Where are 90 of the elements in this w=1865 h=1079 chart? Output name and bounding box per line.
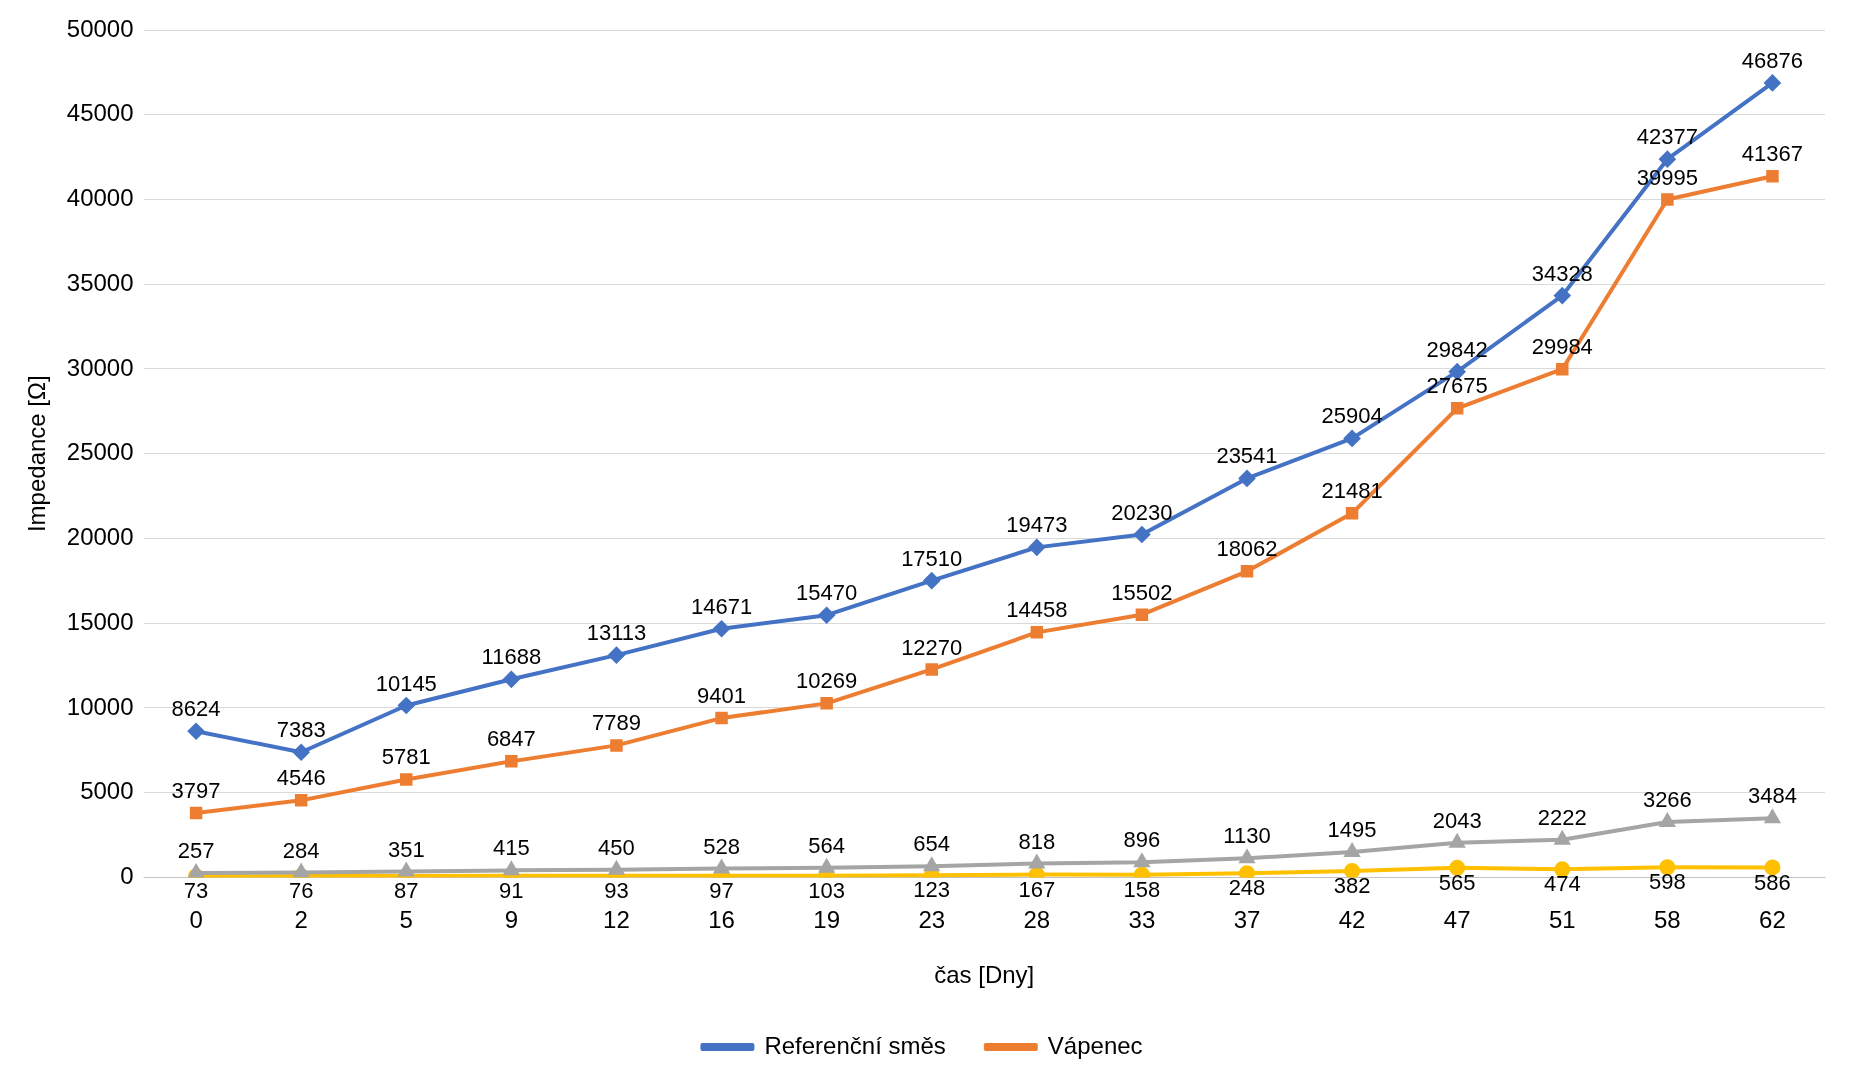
x-tick-label: 23 [918,906,946,934]
data-label: 46876 [1741,48,1804,74]
data-label: 17510 [901,545,963,571]
data-label: 10145 [375,670,437,696]
data-label: 474 [1543,871,1581,897]
y-tick-label: 50000 [66,14,134,42]
data-label: 1495 [1327,817,1377,843]
data-label: 29842 [1426,336,1488,362]
data-label: 565 [1438,869,1476,895]
data-label: 6847 [486,726,536,752]
data-label: 654 [913,831,951,857]
data-label: 13113 [586,620,647,646]
x-tick-label: 37 [1233,906,1261,934]
data-label: 97 [709,877,734,903]
y-tick-label: 5000 [80,777,134,805]
data-label: 11688 [481,644,542,670]
data-label: 257 [177,838,215,864]
data-label: 7383 [276,717,326,743]
data-label: 20230 [1111,499,1173,525]
data-label: 2222 [1537,804,1587,830]
data-label: 73 [183,878,209,904]
x-tick-label: 9 [504,906,519,934]
data-label: 450 [598,834,635,860]
data-label: 586 [1754,869,1791,895]
data-label: 15502 [1111,579,1173,605]
y-tick-label: 45000 [66,99,134,127]
x-tick-label: 5 [399,906,413,934]
data-label: 564 [808,832,845,858]
x-tick-label: 47 [1443,906,1471,934]
data-label: 3266 [1642,787,1692,813]
data-label: 87 [394,877,419,903]
y-tick-label: 15000 [66,607,134,635]
data-label: 818 [1018,828,1056,854]
data-label: 25904 [1321,403,1383,429]
y-tick-label: 0 [120,862,134,890]
y-tick-label: 25000 [66,438,134,466]
data-label: 93 [604,877,629,903]
data-label: 10269 [796,668,858,694]
data-label: 528 [703,833,740,859]
x-tick-label: 19 [813,906,840,934]
data-label: 23541 [1216,443,1278,469]
x-tick-label: 58 [1654,906,1681,934]
x-tick-label: 0 [189,906,203,934]
x-tick-label: 42 [1338,906,1366,934]
data-label: 896 [1123,827,1161,853]
data-label: 18062 [1216,536,1278,562]
data-label: 158 [1123,876,1161,902]
y-tick-label: 30000 [66,353,134,381]
data-label: 41367 [1741,141,1804,167]
data-label: 4546 [276,765,326,791]
data-label: 3484 [1747,783,1797,809]
x-tick-label: 33 [1128,906,1156,934]
x-axis-title: čas [Dny] [934,961,1035,989]
data-label: 7789 [591,710,641,736]
y-tick-label: 20000 [66,523,134,551]
data-label: 5781 [381,744,431,770]
data-label: 1130 [1223,823,1271,849]
data-label: 14458 [1006,597,1068,623]
legend-label: Referenční směs [764,1031,946,1059]
data-label: 598 [1649,869,1686,895]
data-label: 15470 [796,580,858,606]
data-label: 76 [288,878,314,904]
x-tick-label: 16 [708,906,735,934]
y-tick-label: 10000 [66,692,134,720]
x-tick-label: 12 [603,906,630,934]
data-label: 167 [1018,876,1056,902]
y-tick-label: 40000 [66,184,134,212]
x-tick-label: 51 [1548,906,1576,934]
data-label: 351 [387,836,425,862]
data-label: 8624 [171,696,221,722]
data-label: 9401 [697,683,747,709]
data-label: 103 [808,877,845,903]
data-label: 3797 [171,778,221,804]
data-label: 12270 [901,634,963,660]
data-label: 123 [913,877,951,903]
data-label: 2043 [1432,807,1482,833]
x-tick-label: 28 [1023,906,1051,934]
x-tick-label: 62 [1759,906,1786,934]
y-axis-title: Impedance [Ω] [23,375,51,533]
data-label: 42377 [1636,124,1698,150]
data-label: 19473 [1006,512,1068,538]
data-label: 284 [282,837,320,863]
x-tick-label: 2 [294,906,308,934]
legend-label: Vápenec [1047,1031,1143,1059]
data-label: 415 [493,835,530,861]
y-tick-label: 35000 [66,268,134,296]
data-label: 14671 [690,593,753,619]
data-label: 91 [499,877,524,903]
data-label: 248 [1228,875,1266,901]
data-label: 382 [1333,872,1371,898]
